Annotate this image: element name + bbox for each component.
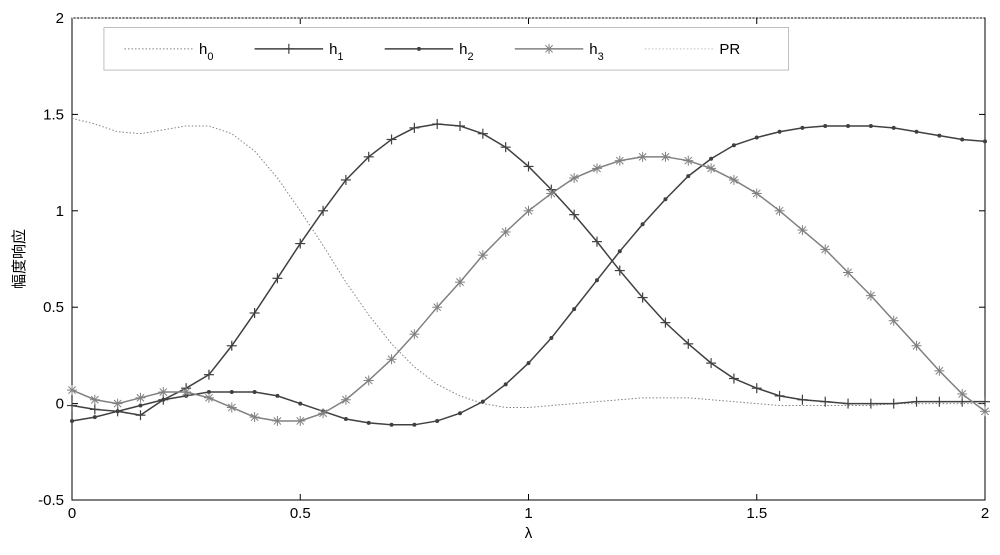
marker-dot bbox=[869, 124, 873, 128]
marker-dot bbox=[755, 136, 759, 140]
marker-dot bbox=[417, 47, 421, 51]
legend-label-sub: 1 bbox=[337, 51, 343, 63]
marker-dot bbox=[595, 278, 599, 282]
plot-area bbox=[72, 18, 985, 500]
y-tick-label: 0.5 bbox=[43, 299, 64, 316]
series-h3 bbox=[67, 152, 990, 426]
marker-dot bbox=[138, 404, 142, 408]
marker-dot bbox=[458, 411, 462, 415]
y-tick-label: 1.5 bbox=[43, 106, 64, 123]
legend: h0h1h2h3PR bbox=[104, 28, 789, 70]
legend-label: PR bbox=[719, 41, 740, 58]
marker-dot bbox=[412, 423, 416, 427]
marker-dot bbox=[709, 157, 713, 161]
x-axis-label: λ bbox=[525, 525, 533, 542]
x-tick-label: 1 bbox=[524, 505, 532, 522]
x-tick-label: 0 bbox=[68, 505, 76, 522]
marker-dot bbox=[549, 336, 553, 340]
marker-dot bbox=[778, 130, 782, 134]
marker-dot bbox=[732, 143, 736, 147]
marker-dot bbox=[983, 139, 987, 143]
marker-dot bbox=[116, 409, 120, 413]
marker-dot bbox=[390, 423, 394, 427]
marker-dot bbox=[367, 421, 371, 425]
marker-dot bbox=[344, 417, 348, 421]
legend-label-sub: 2 bbox=[468, 51, 474, 63]
marker-dot bbox=[960, 137, 964, 141]
marker-dot bbox=[435, 419, 439, 423]
y-tick-label: 2 bbox=[56, 10, 64, 27]
marker-dot bbox=[230, 390, 234, 394]
marker-dot bbox=[937, 134, 941, 138]
x-tick-label: 1.5 bbox=[746, 505, 767, 522]
y-tick-label: 0 bbox=[56, 396, 64, 413]
marker-dot bbox=[846, 124, 850, 128]
marker-dot bbox=[504, 382, 508, 386]
marker-dot bbox=[823, 124, 827, 128]
marker-dot bbox=[641, 222, 645, 226]
marker-dot bbox=[275, 394, 279, 398]
x-tick-label: 2 bbox=[981, 505, 989, 522]
y-tick-label: -0.5 bbox=[38, 492, 64, 509]
marker-dot bbox=[686, 174, 690, 178]
marker-dot bbox=[527, 361, 531, 365]
series-line bbox=[72, 157, 985, 421]
y-axis-label: 幅度响应 bbox=[10, 229, 28, 289]
marker-dot bbox=[161, 398, 165, 402]
marker-dot bbox=[481, 400, 485, 404]
line-chart: 00.511.52-0.500.511.52λ幅度响应h0h1h2h3PR bbox=[0, 0, 1000, 555]
marker-dot bbox=[298, 402, 302, 406]
marker-dot bbox=[93, 415, 97, 419]
x-tick-label: 0.5 bbox=[290, 505, 311, 522]
legend-label-sub: 3 bbox=[598, 51, 604, 63]
legend-label-sub: 0 bbox=[207, 51, 213, 63]
marker-dot bbox=[70, 419, 74, 423]
chart-container: 00.511.52-0.500.511.52λ幅度响应h0h1h2h3PR bbox=[0, 0, 1000, 555]
marker-dot bbox=[572, 307, 576, 311]
marker-dot bbox=[892, 126, 896, 130]
y-tick-label: 1 bbox=[56, 203, 64, 220]
marker-dot bbox=[663, 197, 667, 201]
marker-dot bbox=[618, 249, 622, 253]
marker-dot bbox=[800, 126, 804, 130]
marker-dot bbox=[253, 390, 257, 394]
marker-dot bbox=[915, 130, 919, 134]
